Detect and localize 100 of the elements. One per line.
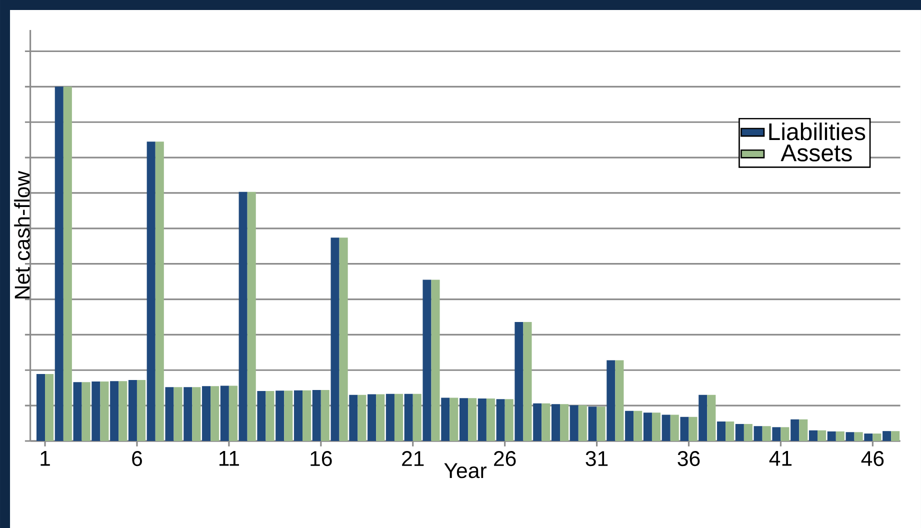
bar (368, 394, 376, 441)
bar (533, 403, 542, 441)
bar (312, 390, 321, 441)
bar (762, 426, 771, 441)
x-tick-label: 6 (132, 451, 142, 466)
bar (717, 422, 726, 441)
bar (872, 434, 882, 441)
x-tick-label: 36 (678, 451, 700, 466)
bar (394, 394, 404, 441)
bar (596, 406, 606, 441)
bar (790, 419, 800, 441)
bar (376, 394, 385, 441)
bar (486, 398, 495, 441)
bar (726, 422, 734, 441)
bar (358, 394, 366, 441)
x-tick-label: 11 (220, 451, 239, 466)
bar (514, 322, 524, 441)
bar (735, 424, 744, 441)
bar (54, 86, 64, 441)
bar (92, 381, 100, 441)
bar (339, 238, 348, 441)
bar (652, 412, 661, 441)
bar (744, 424, 752, 441)
bar (707, 394, 716, 441)
bar (460, 398, 468, 441)
bar (110, 381, 119, 441)
bar (542, 403, 550, 441)
x-tick-label: 41 (769, 451, 792, 466)
bar (882, 431, 892, 441)
bar (780, 427, 790, 441)
bar (496, 399, 505, 441)
bar (36, 374, 46, 441)
bar (100, 381, 109, 441)
bar (891, 431, 900, 441)
x-tick-label: 46 (861, 451, 884, 466)
bar (128, 380, 137, 441)
bar (349, 394, 358, 441)
bar (136, 380, 146, 441)
bar (662, 414, 670, 441)
bar (73, 382, 82, 441)
bar (698, 394, 708, 441)
bar (578, 405, 587, 441)
bar (836, 431, 844, 441)
bar (606, 360, 616, 441)
bar (625, 410, 634, 441)
x-tick-label: 31 (586, 451, 608, 466)
legend-label: Liabilities (769, 122, 866, 140)
bar (680, 416, 689, 441)
bar (192, 387, 201, 441)
bar (247, 192, 256, 441)
bar (174, 387, 182, 441)
bar (523, 322, 532, 441)
bar (588, 406, 597, 441)
bar (284, 390, 293, 441)
bar (846, 432, 854, 441)
bar (688, 416, 698, 441)
bar (615, 360, 624, 441)
bar (818, 430, 826, 441)
bar (146, 142, 156, 441)
bar (165, 387, 174, 441)
bar (551, 404, 560, 441)
x-tick-label: 21 (402, 451, 424, 466)
bar (155, 142, 164, 441)
bar (441, 398, 450, 441)
bar (45, 374, 54, 441)
x-axis-title: Year (444, 463, 486, 478)
bar (468, 398, 477, 441)
bar (202, 386, 211, 441)
bar (320, 390, 330, 441)
bar (412, 394, 422, 441)
bar (386, 394, 394, 441)
bar (266, 391, 274, 441)
bar (634, 410, 642, 441)
y-axis-title: Net cash-flow (14, 170, 30, 298)
bar (754, 426, 762, 441)
x-tick-label: 16 (310, 451, 332, 466)
x-tick-label: 26 (494, 451, 516, 466)
bar (82, 382, 90, 441)
bar (294, 390, 303, 441)
bar (864, 434, 873, 441)
bar (560, 404, 569, 441)
bar (238, 192, 248, 441)
bar (854, 432, 863, 441)
bar (431, 280, 440, 441)
bar (210, 386, 220, 441)
bar (450, 398, 458, 441)
bar (184, 387, 192, 441)
bar (422, 280, 432, 441)
bar (63, 86, 72, 441)
bar (220, 386, 229, 441)
bar (799, 419, 808, 441)
bar (670, 414, 679, 441)
bar (827, 431, 836, 441)
bar (257, 391, 266, 441)
bar (302, 390, 312, 441)
bar (404, 394, 413, 441)
bar (330, 238, 340, 441)
bar (570, 405, 578, 441)
bar (808, 430, 818, 441)
bar (276, 390, 284, 441)
